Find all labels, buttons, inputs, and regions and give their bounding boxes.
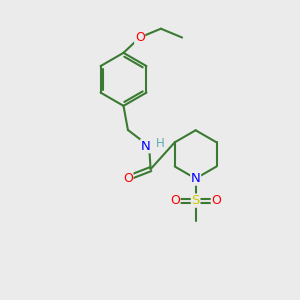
Text: O: O	[123, 172, 133, 185]
Text: H: H	[156, 137, 165, 150]
Text: O: O	[211, 194, 221, 207]
Text: N: N	[191, 172, 200, 185]
Text: O: O	[170, 194, 180, 207]
Text: O: O	[135, 31, 145, 44]
Text: S: S	[191, 194, 200, 207]
Text: N: N	[141, 140, 151, 153]
